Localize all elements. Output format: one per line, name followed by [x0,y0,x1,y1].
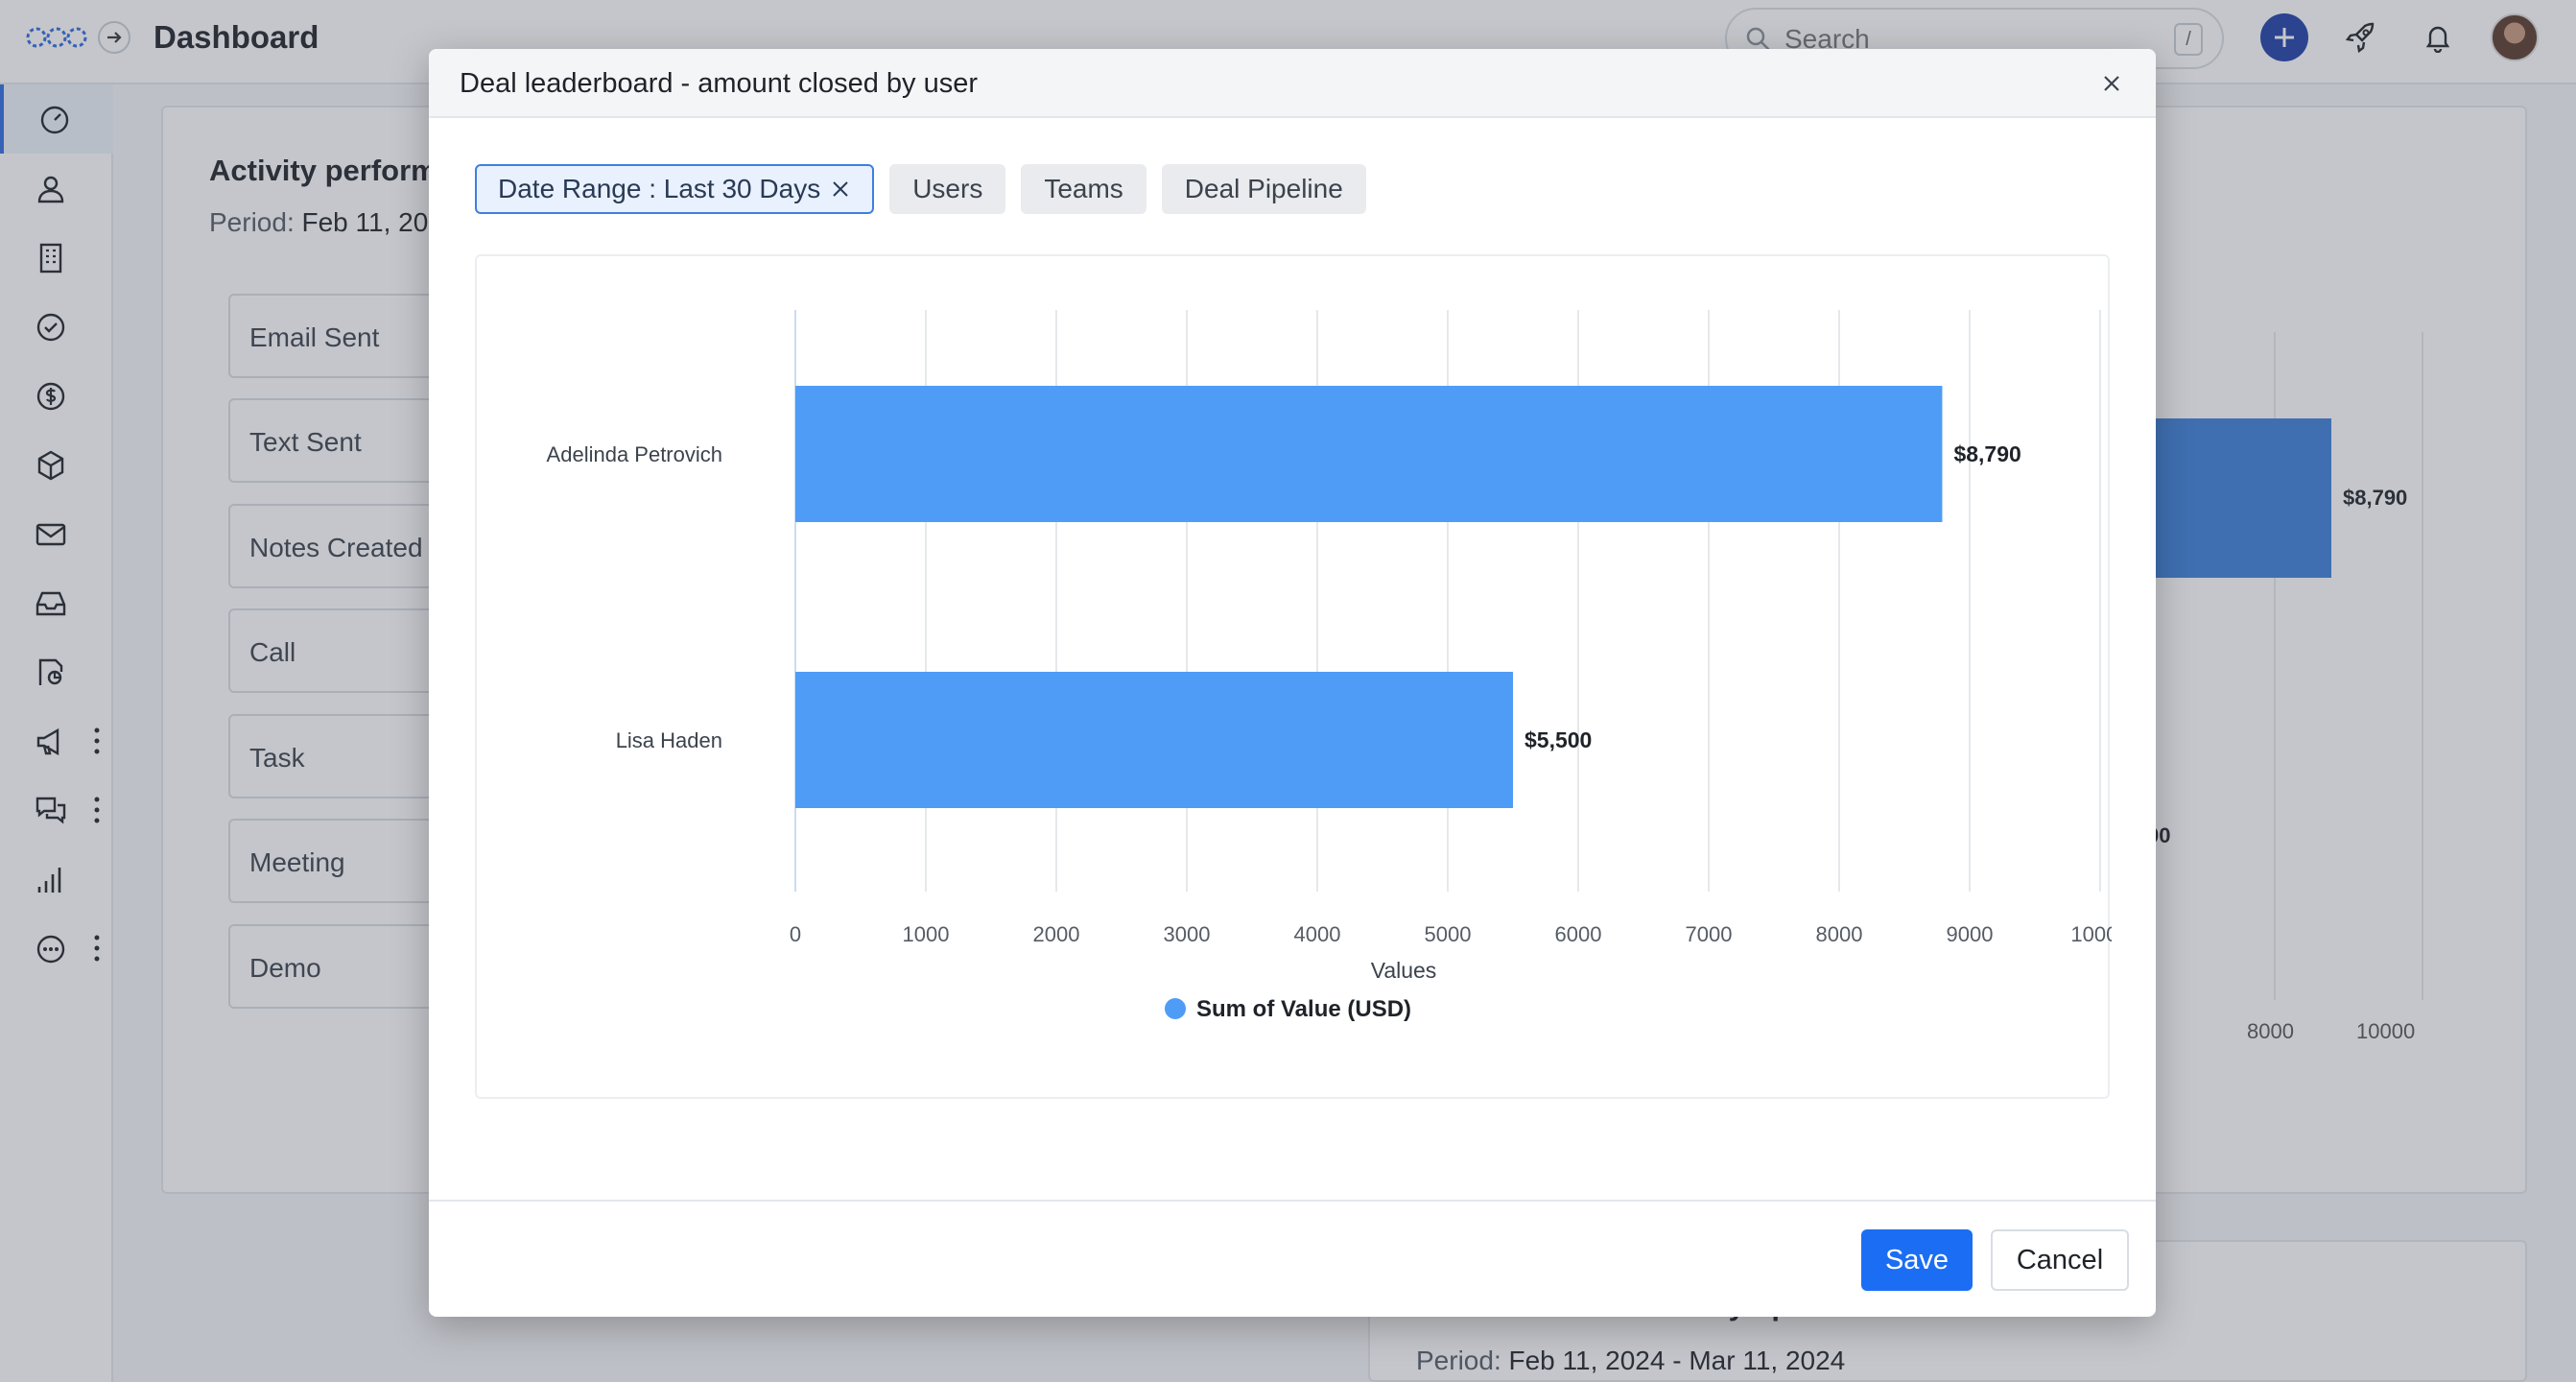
x-axis-label: Values [1371,958,1437,983]
bell-icon [2425,26,2450,53]
leaderboard-chart: 0 1000 2000 3000 4000 5000 6000 7000 8000 9000 100… [547,310,2112,1022]
x-tick-label: 7000 [1686,922,1733,946]
sidebar-item-email[interactable] [0,499,113,568]
sidebar-item-more[interactable] [0,914,113,983]
chart-modal: Deal leaderboard - amount closed by user… [429,49,2156,1317]
more-vertical-icon[interactable] [92,726,102,756]
x-tick-label: 5000 [1425,922,1472,946]
plus-icon [2275,28,2294,47]
close-icon [2104,76,2119,91]
bg-tick-label: 8000 [2247,1019,2294,1043]
expand-sidebar-button[interactable] [98,21,130,54]
x-tick-label: 8000 [1816,922,1863,946]
sidebar-nav [0,84,113,1382]
x-tick-label: 6000 [1555,922,1602,946]
chart-bar [795,386,1943,522]
x-tick-label: 10000 [2070,922,2112,946]
mail-icon [35,523,66,546]
page-title: Dashboard [154,19,319,55]
bar-data-label: $8,790 [1953,441,2021,466]
filter-users[interactable]: Users [889,164,1006,214]
dollar-circle-icon [36,382,65,411]
x-tick-label: 1000 [903,922,950,946]
chat-icon [35,797,66,824]
sidebar-item-tasks[interactable] [0,292,113,361]
filter-bar: Date Range : Last 30 Days Users Teams De… [475,164,1366,214]
clear-filter-icon[interactable] [830,179,851,200]
sidebar-item-conversations[interactable] [0,775,113,845]
sidebar-item-contacts[interactable] [0,154,113,223]
bg-grid-line [2422,332,2423,1000]
bg-tick-label: 10000 [2356,1019,2416,1043]
filter-date-range-label: Date Range : Last 30 Days [498,174,821,203]
notifications-button[interactable] [2414,13,2462,61]
y-category-label: Lisa Haden [616,728,722,752]
cancel-button[interactable]: Cancel [1991,1229,2129,1291]
bg-grid-line [2274,332,2276,1000]
more-vertical-icon[interactable] [92,933,102,964]
activity-period: Period: Feb 11, 20 [209,207,429,237]
cube-icon [37,450,64,481]
chart-bar [795,672,1513,808]
chart-card: 0 1000 2000 3000 4000 5000 6000 7000 8000 9000 100… [475,254,2112,1099]
bg-chart-bar [2139,418,2331,578]
contacts-period: Period: Feb 11, 2024 - Mar 11, 2024 [1416,1346,1846,1375]
sidebar-item-deals[interactable] [0,361,113,430]
x-tick-label: 4000 [1294,922,1341,946]
bar-data-label: $5,500 [1524,727,1592,752]
user-avatar[interactable] [2491,13,2539,61]
more-vertical-icon[interactable] [92,795,102,825]
sidebar-item-products[interactable] [0,430,113,499]
more-circle-icon [36,935,65,964]
rocket-button[interactable] [2337,13,2385,61]
create-button[interactable] [2260,13,2308,61]
building-icon [39,243,62,274]
filter-deal-pipeline[interactable]: Deal Pipeline [1161,164,1366,214]
megaphone-icon [36,727,59,756]
sidebar-item-dashboard[interactable] [0,84,113,154]
gauge-icon [40,106,69,134]
legend-swatch [1165,998,1186,1019]
app-logo-icon[interactable] [25,21,88,54]
bg-bar-label: $8,790 [2343,486,2408,510]
close-modal-button[interactable] [2094,66,2129,101]
rocket-icon [2345,22,2375,54]
x-tick-label: 3000 [1164,922,1211,946]
check-circle-icon [36,313,65,342]
bar-chart-icon [37,868,61,893]
modal-title: Deal leaderboard - amount closed by user [460,68,979,99]
arrow-right-icon [107,32,122,43]
y-category-label: Adelinda Petrovich [547,442,722,466]
x-tick-label: 2000 [1033,922,1080,946]
filter-date-range[interactable]: Date Range : Last 30 Days [475,164,875,214]
search-icon [1746,27,1770,51]
modal-footer-divider [429,1200,2156,1202]
sidebar-item-companies[interactable] [0,223,113,292]
report-icon [38,658,63,685]
modal-header: Deal leaderboard - amount closed by user [429,49,2156,118]
x-tick-label: 9000 [1947,922,1994,946]
legend-label: Sum of Value (USD) [1196,996,1411,1022]
sidebar-item-reports[interactable] [0,637,113,706]
user-icon [37,176,64,203]
activity-card-title: Activity perform [209,154,437,187]
x-tick-label: 0 [790,922,801,946]
save-button[interactable]: Save [1861,1229,1973,1291]
sidebar-item-campaigns[interactable] [0,706,113,775]
search-shortcut-hint: / [2174,23,2203,56]
filter-teams[interactable]: Teams [1021,164,1146,214]
inbox-icon [35,591,66,616]
sidebar-item-inbox[interactable] [0,568,113,637]
sidebar-item-analytics[interactable] [0,845,113,914]
